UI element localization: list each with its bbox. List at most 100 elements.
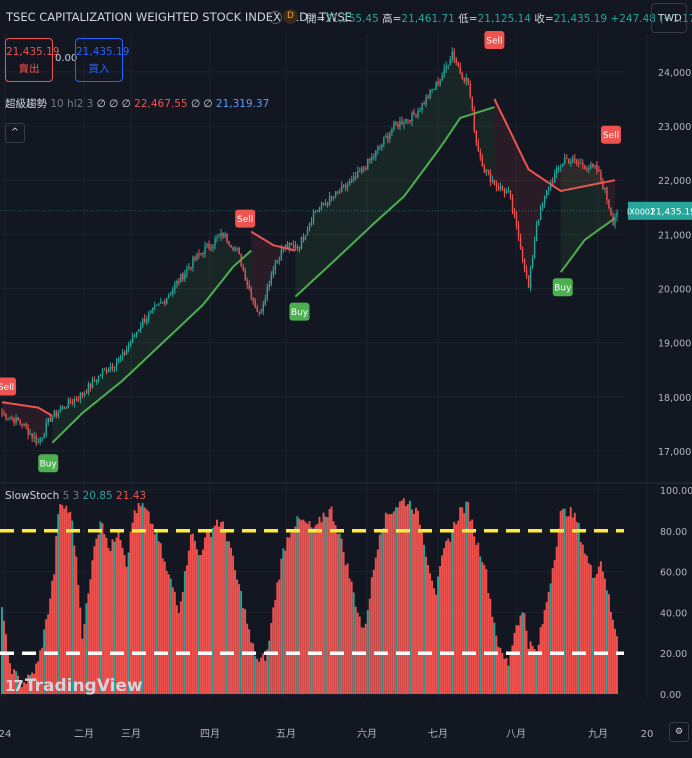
stoch-bar [75,556,78,694]
candle-body [1,413,3,415]
stoch-bar [451,531,454,694]
time-tick-label: 七月 [428,728,448,740]
candle-body [280,249,283,260]
candle-body [322,202,325,205]
stoch-bar [489,598,492,694]
stoch-bar [171,587,174,694]
candle-body [443,68,445,76]
stoch-bar [485,569,488,694]
currency-selector[interactable]: TWD [651,3,687,33]
stoch-bar [264,660,267,694]
candle-body [348,181,351,186]
stoch-bar [533,649,536,694]
candle-body [17,417,19,421]
buy-button[interactable]: 21,435.19 買入 [75,38,129,82]
supertrend-legend[interactable]: 超級趨勢 10 hl2 3 ∅ ∅ ∅ 22,467.55 ∅ ∅ 21,319… [5,96,269,111]
stoch-bar [15,671,17,694]
candle-body [69,399,72,403]
stoch-bar [292,529,295,694]
stoch-bar [439,566,442,694]
candle-body [405,119,407,124]
stoch-bar [549,583,552,694]
stoch-bar [595,573,598,694]
stoch-bar [384,512,387,694]
stoch-bar [304,521,307,694]
buy-signal-text: Buy [40,460,58,470]
chevron-up-icon: ^ [10,127,20,138]
stoch-bar [101,523,104,694]
candle-body [27,427,29,435]
stoch-bar [268,640,271,694]
candle-body [509,190,512,199]
candle-body [377,147,379,151]
stoch-bar [358,616,361,694]
stoch-bar [443,548,446,694]
candle-body [525,269,528,276]
candle-body [21,423,23,426]
candle-body [549,181,552,188]
tradingview-logo[interactable]: 17 TradingView [5,676,143,696]
stoch-bar [613,628,616,694]
stoch-bar [155,529,158,694]
supertrend-line [493,98,616,193]
candle-body [91,379,94,388]
stoch-legend[interactable]: SlowStoch 5 3 20.85 21.43 [5,490,146,502]
candle-body [566,158,568,160]
stoch-bar [266,649,269,694]
candle-body [568,158,570,164]
time-tick-label: 24 [0,729,11,740]
time-tick-label: 八月 [506,728,526,740]
candle-body [113,366,116,368]
stoch-bar [314,525,317,694]
candle-body [143,318,146,323]
candle-body [43,434,45,438]
stoch-bar [529,641,532,694]
stoch-bar [505,658,508,694]
stoch-bar [228,541,231,694]
candle-body [439,79,441,85]
candle-body [216,237,218,240]
stoch-bar [51,580,54,694]
stoch-bar [125,566,128,694]
close-label: 收= [534,13,554,25]
stoch-bar [258,661,261,694]
candle-body [57,412,59,417]
candle-body [93,379,96,382]
stoch-bar [93,546,96,694]
stoch-bar [201,549,204,694]
candle-body [369,159,371,161]
candle-body [139,326,142,331]
stoch-bar [105,537,108,694]
candle-body [228,241,230,246]
candle-body [274,263,277,271]
candle-body [463,78,465,82]
stoch-bar [234,570,237,694]
candle-body [447,65,449,67]
stoch-bar [390,513,393,694]
candle-body [208,243,210,248]
candle-body [137,330,140,333]
candle-body [244,270,246,281]
stoch-bar [9,663,11,694]
stoch-bar [555,546,558,694]
candle-body [129,342,132,346]
candle-body [342,184,345,186]
stoch-bar [419,524,421,694]
candle-body [264,298,266,305]
time-tick-label: 二月 [74,728,94,740]
supertrend-fill [295,55,495,297]
stoch-bar [376,549,379,694]
collapse-legend-button[interactable]: ^ [5,123,25,143]
candle-body [236,247,238,249]
stoch-bar [380,532,383,694]
candle-body [473,109,476,131]
stoch-bar [493,622,496,694]
stoch-bar [579,541,582,694]
settings-corner-button[interactable]: ⚙ [669,722,689,742]
candle-body [302,237,305,240]
sell-button[interactable]: 21,435.19 賣出 [5,38,59,82]
symbol-title[interactable]: TSEC CAPITALIZATION WEIGHTED STOCK INDEX… [6,10,352,24]
stoch-bar [97,534,100,694]
